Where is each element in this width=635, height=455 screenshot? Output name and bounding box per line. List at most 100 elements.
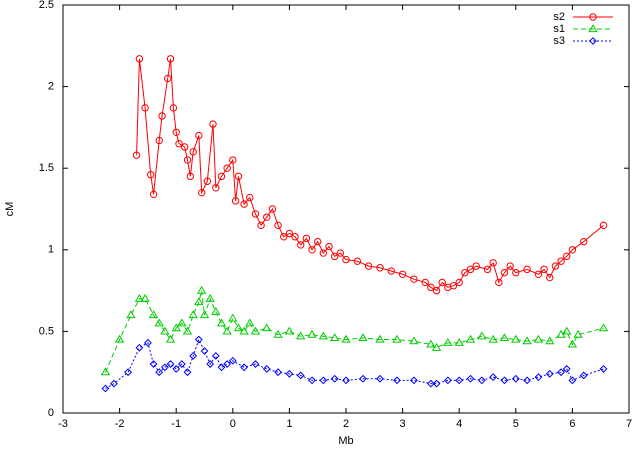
data-point	[472, 262, 480, 270]
data-point	[285, 369, 294, 378]
data-point	[206, 360, 215, 368]
data-point	[132, 151, 141, 159]
data-point	[228, 356, 237, 365]
data-point	[318, 331, 329, 340]
x-tick-label: 3	[400, 418, 406, 430]
data-point	[523, 265, 531, 274]
data-point	[359, 374, 367, 383]
x-tick-label: 7	[626, 418, 632, 430]
data-point	[477, 376, 486, 385]
legend-label: s1	[553, 23, 565, 35]
data-point	[307, 329, 317, 338]
x-tick-label: 4	[456, 418, 462, 430]
legend-label: s3	[553, 35, 565, 47]
data-point	[212, 184, 220, 192]
data-point	[172, 128, 180, 136]
data-point	[231, 197, 240, 205]
data-point	[489, 373, 498, 382]
data-point	[449, 282, 458, 290]
data-point	[358, 333, 368, 342]
data-point	[376, 374, 384, 383]
data-point	[164, 74, 172, 83]
data-point	[177, 360, 186, 368]
data-point	[149, 360, 158, 368]
data-point	[438, 278, 446, 287]
data-point	[285, 229, 294, 238]
plot-frame	[62, 4, 630, 414]
data-point	[319, 376, 328, 385]
data-point	[376, 264, 384, 272]
data-point	[511, 374, 520, 383]
data-point	[223, 164, 231, 172]
data-point	[455, 278, 463, 287]
data-point	[280, 233, 288, 241]
data-point	[443, 376, 452, 385]
data-point	[183, 368, 192, 377]
x-tick-label: -3	[58, 418, 68, 430]
data-point	[140, 293, 150, 302]
data-point	[499, 333, 510, 342]
data-point	[171, 323, 181, 332]
data-point	[273, 329, 283, 338]
data-point	[222, 326, 232, 335]
data-point	[211, 351, 220, 360]
y-tick-label: 2.5	[39, 0, 54, 11]
data-point	[165, 334, 176, 343]
data-point	[155, 368, 164, 377]
data-point	[240, 200, 248, 208]
data-point	[211, 307, 221, 315]
data-point	[233, 323, 244, 332]
data-point	[296, 331, 306, 340]
data-point	[342, 376, 350, 385]
data-point	[454, 338, 464, 346]
data-point	[546, 273, 554, 282]
data-point	[477, 331, 487, 340]
legend-marker	[588, 24, 598, 33]
data-point	[568, 376, 577, 385]
data-point	[126, 310, 136, 319]
data-point	[393, 376, 401, 385]
data-point	[262, 365, 271, 373]
data-point	[557, 368, 565, 377]
data-point	[426, 379, 435, 388]
data-point	[296, 371, 305, 380]
data-point	[353, 257, 362, 265]
data-point	[135, 55, 144, 63]
data-point	[540, 265, 548, 274]
data-point	[186, 172, 195, 181]
data-point	[598, 323, 609, 332]
data-point	[392, 334, 402, 343]
data-point	[545, 336, 555, 345]
data-point	[239, 326, 249, 335]
data-point	[189, 148, 197, 156]
data-point	[533, 334, 544, 343]
data-point	[410, 275, 418, 283]
data-point	[194, 335, 203, 344]
data-point	[512, 268, 520, 277]
data-point	[563, 252, 571, 261]
data-point	[101, 384, 110, 393]
data-point	[336, 249, 345, 257]
x-tick-label: 2	[343, 418, 349, 430]
data-point	[573, 329, 583, 338]
data-point	[534, 270, 543, 278]
data-point	[483, 265, 492, 274]
data-point	[545, 369, 554, 378]
data-point	[534, 373, 543, 382]
data-point	[443, 338, 453, 346]
data-point	[149, 190, 158, 199]
data-point	[599, 221, 608, 230]
data-point	[217, 363, 226, 372]
data-point	[141, 104, 149, 112]
data-point	[160, 363, 169, 372]
data-point	[409, 336, 419, 345]
data-point	[245, 318, 255, 327]
data-point	[562, 365, 571, 373]
data-point	[148, 310, 159, 319]
data-point	[172, 365, 181, 373]
data-point	[314, 237, 322, 246]
data-point	[223, 360, 232, 368]
data-point	[551, 262, 560, 270]
data-point	[166, 55, 175, 63]
data-point	[182, 326, 193, 335]
